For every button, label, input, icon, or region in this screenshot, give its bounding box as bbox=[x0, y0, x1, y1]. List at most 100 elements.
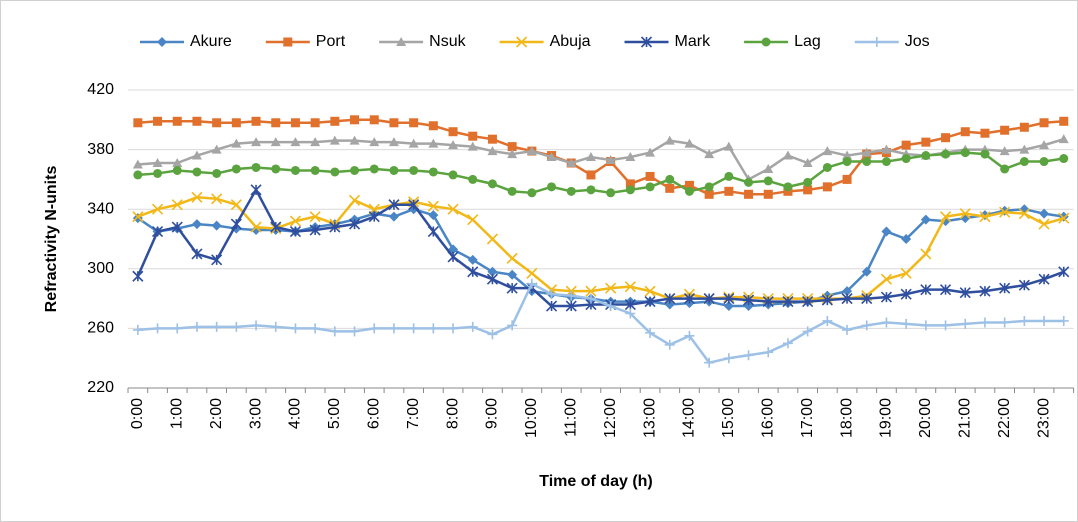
data-point bbox=[408, 138, 419, 148]
x-tick-label: 12:00 bbox=[602, 398, 619, 438]
data-point bbox=[468, 131, 478, 141]
data-point bbox=[1058, 212, 1070, 224]
data-point bbox=[1038, 273, 1050, 285]
data-point bbox=[1018, 208, 1030, 220]
data-point bbox=[1039, 118, 1049, 128]
x-tick-label: 23:00 bbox=[1035, 398, 1052, 438]
data-point bbox=[782, 296, 794, 308]
data-point bbox=[1019, 157, 1029, 167]
legend-item: Jos bbox=[854, 33, 930, 50]
legend-marker bbox=[157, 37, 167, 47]
data-point bbox=[684, 180, 694, 190]
data-point bbox=[230, 199, 242, 211]
data-point bbox=[447, 251, 459, 263]
data-point bbox=[192, 116, 202, 126]
data-point bbox=[1039, 315, 1050, 326]
data-point bbox=[507, 186, 517, 196]
data-point bbox=[1018, 279, 1030, 291]
data-point bbox=[941, 149, 951, 159]
data-point bbox=[487, 329, 498, 340]
data-point bbox=[350, 165, 360, 175]
data-point bbox=[862, 157, 872, 167]
data-point bbox=[152, 158, 163, 168]
y-tick-label: 220 bbox=[87, 379, 114, 396]
data-point bbox=[290, 323, 301, 334]
data-point bbox=[329, 135, 340, 145]
data-point bbox=[723, 141, 734, 151]
data-point bbox=[526, 278, 537, 289]
data-point bbox=[901, 234, 912, 244]
data-point bbox=[979, 285, 991, 297]
data-point bbox=[231, 138, 242, 148]
data-point bbox=[290, 165, 300, 175]
data-point bbox=[1039, 140, 1050, 150]
legend-marker bbox=[396, 37, 407, 46]
data-point bbox=[547, 182, 557, 192]
data-point bbox=[940, 320, 951, 331]
data-point bbox=[212, 168, 222, 178]
data-point bbox=[231, 118, 241, 128]
data-point bbox=[920, 284, 932, 296]
data-point bbox=[132, 324, 143, 335]
data-point bbox=[526, 267, 538, 279]
data-point bbox=[527, 188, 537, 198]
x-tick-label: 3:00 bbox=[247, 398, 264, 429]
data-point bbox=[212, 118, 222, 128]
data-point bbox=[881, 157, 891, 167]
data-point bbox=[211, 321, 222, 332]
data-point bbox=[920, 214, 931, 225]
data-point bbox=[803, 177, 813, 187]
x-tick-label: 11:00 bbox=[562, 398, 579, 437]
data-point bbox=[545, 300, 558, 312]
data-point bbox=[369, 115, 379, 125]
y-tick-label: 420 bbox=[87, 81, 114, 98]
data-point bbox=[250, 221, 262, 233]
data-point bbox=[467, 254, 478, 265]
data-point bbox=[1000, 125, 1010, 135]
data-point bbox=[250, 184, 262, 196]
data-point bbox=[605, 301, 616, 312]
data-point bbox=[172, 323, 183, 334]
data-point bbox=[389, 118, 399, 128]
legend-label: Nsuk bbox=[429, 33, 466, 50]
x-tick-label: 20:00 bbox=[917, 398, 934, 438]
data-point bbox=[251, 162, 261, 172]
x-tick-label: 15:00 bbox=[720, 398, 737, 438]
data-point bbox=[842, 150, 853, 160]
data-point bbox=[330, 167, 340, 177]
data-point bbox=[980, 128, 990, 138]
x-tick-label: 6:00 bbox=[365, 398, 382, 429]
data-point bbox=[310, 118, 320, 128]
legend-item: Lag bbox=[744, 33, 821, 50]
data-point bbox=[664, 135, 675, 145]
data-point bbox=[665, 174, 675, 184]
data-point bbox=[428, 210, 439, 221]
data-point bbox=[171, 221, 183, 233]
x-tick-label: 10:00 bbox=[523, 398, 540, 438]
data-point bbox=[960, 318, 971, 329]
data-point bbox=[802, 296, 814, 308]
data-point bbox=[428, 121, 438, 131]
legend-label: Akure bbox=[190, 33, 232, 50]
data-point bbox=[921, 137, 931, 147]
data-point bbox=[369, 164, 379, 174]
data-point bbox=[980, 149, 990, 159]
legend-item: Akure bbox=[140, 33, 232, 50]
legend-item: Mark bbox=[624, 33, 711, 50]
y-axis-title: Refractivity N-units bbox=[43, 166, 60, 313]
data-point bbox=[251, 137, 262, 147]
data-point bbox=[289, 215, 302, 227]
data-point bbox=[802, 158, 813, 168]
data-point bbox=[133, 170, 143, 180]
data-point bbox=[861, 147, 872, 157]
legend-label: Lag bbox=[794, 33, 821, 50]
data-point bbox=[368, 211, 380, 223]
data-point bbox=[388, 211, 399, 222]
data-point bbox=[960, 148, 970, 158]
data-point bbox=[270, 221, 282, 233]
x-tick-label: 14:00 bbox=[681, 398, 698, 438]
data-point bbox=[329, 326, 340, 337]
data-point bbox=[270, 137, 281, 147]
data-point bbox=[842, 324, 853, 335]
